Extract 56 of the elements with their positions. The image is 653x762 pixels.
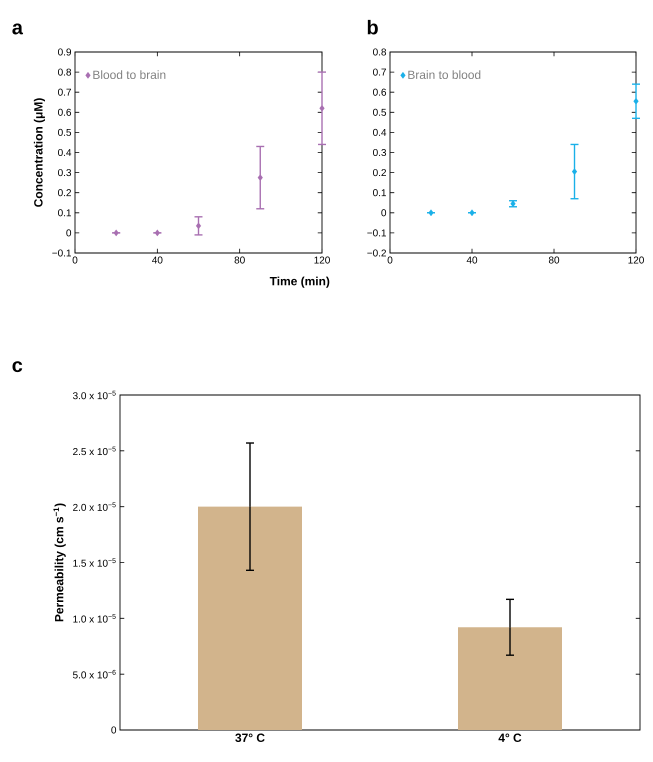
y-tick-label: 1.5 x 10$^{−5}$: [73, 558, 116, 567]
y-tick-label: 0: [66, 229, 72, 236]
y-tick-label: 0.2: [58, 189, 71, 196]
x-tick-label: 80: [548, 256, 560, 264]
point: [319, 104, 325, 112]
y-tick-label: 0: [111, 726, 116, 734]
x-tick-label: 40: [466, 256, 478, 264]
y-tick-label: 0.8: [373, 48, 386, 56]
y-tick-label: 1.0 x 10$^{−5}$: [73, 614, 116, 623]
chart-title: b: [368, 20, 378, 34]
point: [428, 209, 434, 216]
y-tick-label: 0.2: [373, 169, 386, 176]
y-tick-label: 0.3: [58, 169, 72, 176]
y-tick-label: 0.3: [373, 148, 386, 156]
x-tick-label: 37° C: [235, 734, 265, 742]
y-tick-label: −0.1: [52, 249, 71, 257]
y-tick-label: 0.7: [373, 68, 386, 76]
x-tick-label: 120: [628, 256, 644, 264]
y-tick-label: 0.1: [58, 209, 71, 216]
y-tick-label: 0.5: [373, 108, 386, 116]
y-tick-label: −0.1: [367, 229, 386, 236]
point: [633, 98, 639, 105]
y-tick-label: 0.6: [373, 88, 386, 96]
y-tick-label: 0.4: [373, 128, 386, 136]
y-tick-label: 0.4: [58, 148, 72, 156]
y-tick-label: 0.5: [58, 128, 72, 136]
y-axis-title: Permeability (cm s$^{−1}$): [53, 503, 66, 622]
y-tick-label: 0: [381, 209, 386, 216]
x-axis-title: Time (min): [270, 276, 330, 288]
legend-label: Blood to brain: [93, 70, 166, 80]
y-tick-label: −0.2: [367, 249, 386, 257]
y-tick-label: 0.6: [58, 108, 72, 116]
point: [258, 174, 263, 182]
x-tick-label: 4° C: [498, 734, 522, 742]
y-tick-label: 0.7: [58, 88, 71, 96]
point: [114, 230, 119, 236]
chart-title: c: [12, 361, 22, 372]
y-tick-label: 2.5 x 10$^{−5}$: [73, 446, 116, 456]
point: [510, 200, 516, 208]
x-tick-label: 40: [152, 256, 162, 264]
y-tick-label: 0.8: [58, 68, 72, 76]
legend-label: Brain to blood: [408, 70, 480, 80]
y-tick-label: 2.0 x 10$^{−5}$: [73, 502, 116, 511]
y-tick-label: 3.0 x 10$^{−5}$: [72, 390, 116, 400]
x-tick-label: 0: [388, 256, 392, 264]
y-tick-label: 0.9: [58, 48, 72, 56]
x-tick-label: 80: [234, 256, 245, 264]
point: [469, 209, 475, 216]
y-tick-label: 5.0 x 10$^{−6}$: [72, 670, 116, 678]
point: [572, 168, 578, 175]
y-axis-title: Concentration (μM): [34, 98, 45, 207]
y-tick-label: 0.1: [373, 189, 386, 196]
chart-title: a: [12, 24, 24, 34]
point: [154, 230, 160, 236]
point: [196, 222, 202, 230]
x-tick-label: 120: [314, 256, 330, 264]
